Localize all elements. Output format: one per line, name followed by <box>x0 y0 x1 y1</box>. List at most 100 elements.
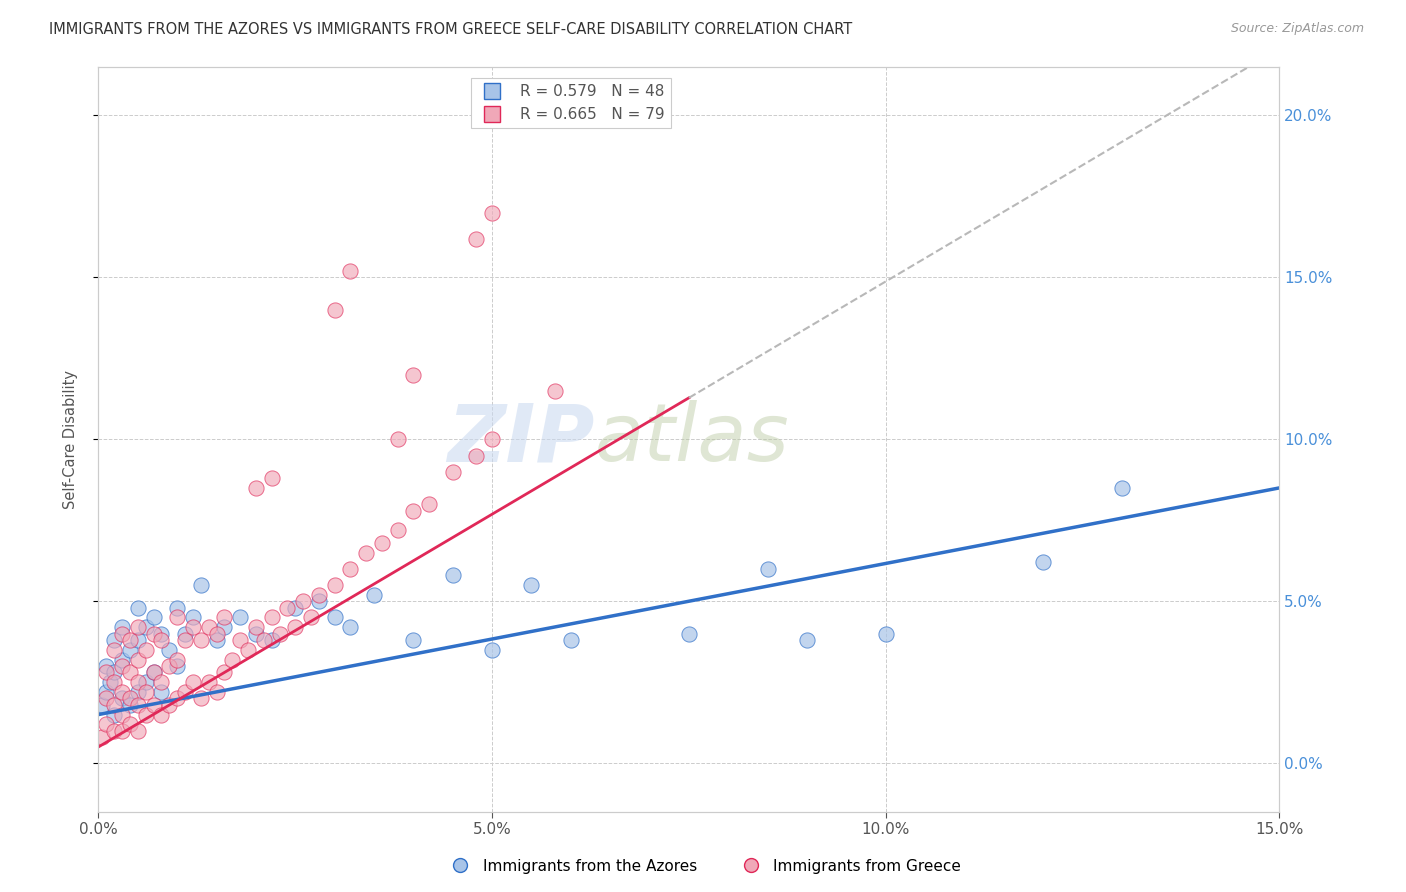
Point <box>135 620 157 634</box>
Point <box>174 633 197 648</box>
Point <box>323 302 346 317</box>
Point <box>181 620 204 634</box>
Point <box>118 691 141 706</box>
Point <box>441 568 464 582</box>
Point <box>236 642 259 657</box>
Point <box>875 626 897 640</box>
Point <box>103 698 125 712</box>
Point <box>150 626 173 640</box>
Point <box>111 685 134 699</box>
Point <box>111 707 134 722</box>
Point <box>387 523 409 537</box>
Point <box>135 685 157 699</box>
Point <box>402 633 425 648</box>
Point <box>96 685 118 699</box>
Point <box>103 675 125 690</box>
Point <box>190 633 212 648</box>
Point <box>339 264 361 278</box>
Point <box>150 685 173 699</box>
Point <box>245 626 267 640</box>
Point <box>174 626 197 640</box>
Point <box>284 600 307 615</box>
Point <box>135 707 157 722</box>
Point <box>205 626 228 640</box>
Point <box>103 633 125 648</box>
Point <box>157 659 180 673</box>
Point <box>214 620 236 634</box>
Point <box>796 633 818 648</box>
Point <box>214 665 236 680</box>
Point <box>260 610 283 624</box>
Point <box>245 620 267 634</box>
Point <box>190 691 212 706</box>
Point <box>142 610 165 624</box>
Point <box>1111 481 1133 495</box>
Point <box>214 610 236 624</box>
Point <box>260 471 283 485</box>
Text: atlas: atlas <box>595 401 789 478</box>
Point <box>103 707 125 722</box>
Point <box>481 642 503 657</box>
Point <box>157 642 180 657</box>
Point <box>756 562 779 576</box>
Point <box>142 626 165 640</box>
Point <box>111 652 134 666</box>
Point <box>260 633 283 648</box>
Point <box>127 675 149 690</box>
Point <box>276 600 298 615</box>
Point <box>269 626 291 640</box>
Point <box>205 685 228 699</box>
Point <box>292 594 315 608</box>
Point <box>520 578 543 592</box>
Point <box>308 588 330 602</box>
Legend: Immigrants from the Azores, Immigrants from Greece: Immigrants from the Azores, Immigrants f… <box>439 853 967 880</box>
Point <box>96 691 118 706</box>
Point <box>166 659 188 673</box>
Point <box>465 231 488 245</box>
Legend: R = 0.579   N = 48, R = 0.665   N = 79: R = 0.579 N = 48, R = 0.665 N = 79 <box>471 78 671 128</box>
Point <box>339 562 361 576</box>
Point <box>197 675 219 690</box>
Point <box>142 698 165 712</box>
Point <box>111 626 134 640</box>
Point <box>98 675 121 690</box>
Point <box>103 642 125 657</box>
Point <box>166 691 188 706</box>
Point <box>111 620 134 634</box>
Point <box>103 723 125 738</box>
Point <box>111 659 134 673</box>
Point <box>166 610 188 624</box>
Point <box>229 633 252 648</box>
Point <box>127 633 149 648</box>
Point <box>96 717 118 731</box>
Point <box>465 449 488 463</box>
Point <box>181 610 204 624</box>
Point <box>441 465 464 479</box>
Point <box>127 723 149 738</box>
Point <box>91 698 114 712</box>
Point <box>127 600 149 615</box>
Point <box>103 665 125 680</box>
Point <box>229 610 252 624</box>
Point <box>91 730 114 744</box>
Point <box>111 723 134 738</box>
Point <box>481 205 503 219</box>
Point <box>166 652 188 666</box>
Text: IMMIGRANTS FROM THE AZORES VS IMMIGRANTS FROM GREECE SELF-CARE DISABILITY CORREL: IMMIGRANTS FROM THE AZORES VS IMMIGRANTS… <box>49 22 852 37</box>
Point <box>284 620 307 634</box>
Point <box>142 665 165 680</box>
Point <box>142 665 165 680</box>
Point <box>150 707 173 722</box>
Point <box>127 652 149 666</box>
Point <box>323 578 346 592</box>
Point <box>1032 555 1054 569</box>
Point <box>118 642 141 657</box>
Point <box>118 717 141 731</box>
Point <box>150 675 173 690</box>
Point <box>253 633 276 648</box>
Point <box>111 691 134 706</box>
Point <box>299 610 322 624</box>
Point <box>96 665 118 680</box>
Point <box>118 633 141 648</box>
Point <box>127 698 149 712</box>
